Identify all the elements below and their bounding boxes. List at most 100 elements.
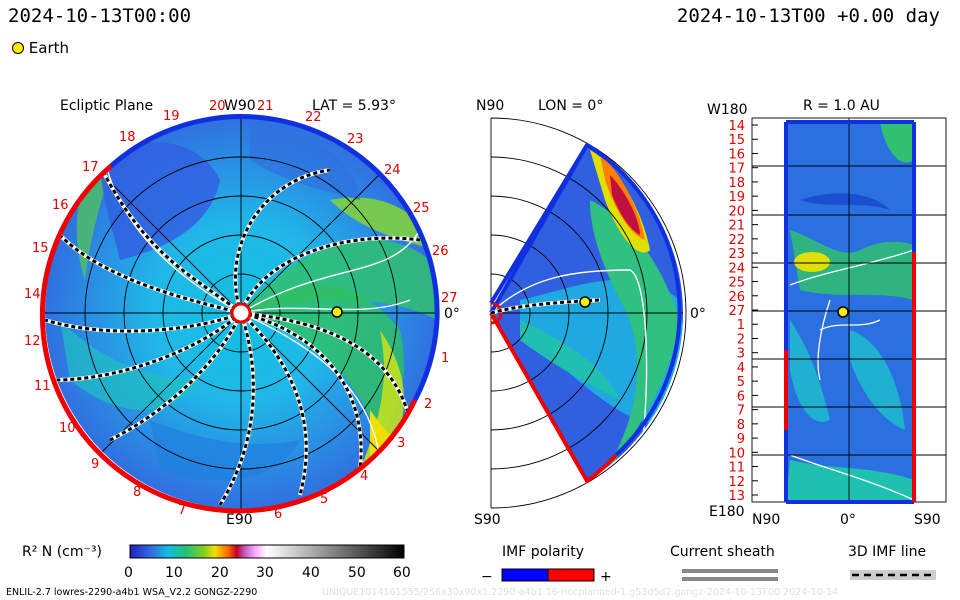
meridional-lon: LON = 0° bbox=[538, 98, 603, 114]
carrington-label: 27 bbox=[441, 291, 458, 306]
meridional-plane-plot bbox=[489, 117, 687, 509]
sphere-row-label: 2 bbox=[737, 332, 745, 347]
ecliptic-w90: W90 bbox=[224, 98, 256, 114]
carrington-label: 26 bbox=[432, 244, 449, 259]
carrington-label: 2 bbox=[424, 397, 432, 412]
sphere-row-label: 22 bbox=[728, 233, 745, 248]
sphere-row-labels: 1415161718192021222324252627123456789101… bbox=[728, 119, 758, 504]
colorbar-tick: 50 bbox=[348, 565, 366, 581]
sphere-row-label: 25 bbox=[728, 276, 745, 291]
ecliptic-carrington-labels: 14 15 16 17 18 19 20 21 22 23 24 25 26 2… bbox=[24, 99, 458, 522]
meridional-s90: S90 bbox=[474, 512, 501, 528]
imf-negative-swatch bbox=[501, 568, 549, 582]
colorbar-tick: 40 bbox=[302, 565, 320, 581]
carrington-label: 18 bbox=[119, 130, 136, 145]
sphere-row-label: 3 bbox=[737, 347, 745, 362]
imf-minus: − bbox=[481, 569, 493, 585]
carrington-label: 6 bbox=[274, 507, 282, 522]
sphere-xlabel-zero: 0° bbox=[840, 512, 856, 528]
imf-line-title: 3D IMF line bbox=[848, 544, 926, 560]
colorbar-tick: 30 bbox=[256, 565, 274, 581]
carrington-label: 19 bbox=[163, 109, 180, 124]
sphere-row-label: 6 bbox=[737, 389, 745, 404]
carrington-label: 7 bbox=[178, 503, 186, 518]
carrington-label: 14 bbox=[24, 287, 41, 302]
carrington-label: 4 bbox=[360, 469, 368, 484]
sphere-row-label: 19 bbox=[728, 190, 745, 205]
carrington-label: 25 bbox=[413, 201, 430, 216]
density-colorbar bbox=[129, 544, 405, 559]
sphere-row-label: 18 bbox=[728, 176, 745, 191]
carrington-label: 16 bbox=[52, 198, 69, 213]
colorbar-tick: 10 bbox=[165, 565, 183, 581]
sphere-row-label: 4 bbox=[737, 361, 745, 376]
sphere-title: R = 1.0 AU bbox=[803, 98, 880, 114]
carrington-label: 12 bbox=[24, 334, 41, 349]
carrington-label: 24 bbox=[384, 163, 401, 178]
footer-run-id: UNIQUE1014161555/256x30x90x1.2290-a4b1.1… bbox=[322, 587, 839, 598]
carrington-label: 20 bbox=[209, 99, 226, 114]
imf-plus: + bbox=[600, 569, 612, 585]
sphere-row-label: 16 bbox=[728, 147, 745, 162]
sphere-row-label: 7 bbox=[737, 404, 745, 419]
sphere-xlabel-s90: S90 bbox=[914, 512, 941, 528]
sphere-row-label: 20 bbox=[728, 204, 745, 219]
footer-model-info: ENLIL-2.7 lowres-2290-a4b1 WSA_V2.2 GONG… bbox=[6, 587, 258, 598]
carrington-label: 23 bbox=[347, 132, 364, 147]
current-sheath-line-icon bbox=[682, 569, 778, 573]
meridional-zero: 0° bbox=[690, 306, 706, 322]
sphere-row-label: 12 bbox=[728, 475, 745, 490]
datetime-offset: 2024-10-13T00 +0.00 day bbox=[676, 5, 940, 27]
sphere-e180: E180 bbox=[709, 504, 745, 520]
colorbar-ticks: 0 10 20 30 40 50 60 bbox=[124, 565, 411, 581]
carrington-label: 1 bbox=[441, 351, 449, 366]
carrington-label: 5 bbox=[320, 492, 328, 507]
sphere-row-label: 9 bbox=[737, 432, 745, 447]
ecliptic-e90: E90 bbox=[226, 512, 253, 528]
carrington-label: 9 bbox=[91, 457, 99, 472]
sphere-row-label: 14 bbox=[728, 119, 745, 134]
earth-marker-icon bbox=[579, 296, 591, 308]
meridional-n90: N90 bbox=[476, 98, 504, 114]
earth-marker-icon bbox=[331, 306, 343, 318]
colorbar-tick: 60 bbox=[393, 565, 411, 581]
ecliptic-lat: LAT = 5.93° bbox=[312, 98, 396, 114]
earth-legend-label: Earth bbox=[28, 39, 70, 57]
sphere-row-label: 11 bbox=[728, 461, 745, 476]
sun-marker-icon bbox=[230, 302, 252, 324]
sphere-row-label: 13 bbox=[728, 489, 745, 504]
sphere-map-plot bbox=[751, 117, 947, 504]
imf-polarity-title: IMF polarity bbox=[502, 544, 584, 560]
carrington-label: 17 bbox=[82, 160, 99, 175]
carrington-label: 3 bbox=[397, 436, 405, 451]
sphere-row-label: 5 bbox=[737, 375, 745, 390]
imf-positive-swatch bbox=[547, 568, 595, 582]
carrington-label: 21 bbox=[257, 99, 274, 114]
colorbar-tick: 20 bbox=[211, 565, 229, 581]
carrington-label: 10 bbox=[59, 421, 76, 436]
sphere-row-label: 26 bbox=[728, 290, 745, 305]
carrington-label: 8 bbox=[133, 485, 141, 500]
earth-legend: Earth bbox=[12, 39, 69, 57]
carrington-label: 15 bbox=[32, 241, 49, 256]
current-sheath-title: Current sheath bbox=[670, 544, 775, 560]
sphere-row-label: 21 bbox=[728, 219, 745, 234]
sphere-row-label: 27 bbox=[728, 304, 745, 319]
carrington-label: 22 bbox=[305, 110, 322, 125]
sphere-row-label: 23 bbox=[728, 247, 745, 262]
ecliptic-plane-plot bbox=[39, 114, 440, 514]
earth-marker-icon bbox=[837, 306, 849, 318]
earth-marker-icon bbox=[12, 42, 24, 54]
current-sheath-line-icon bbox=[682, 577, 778, 581]
ecliptic-zero: 0° bbox=[444, 306, 460, 322]
sphere-row-label: 10 bbox=[728, 446, 745, 461]
sphere-row-label: 15 bbox=[728, 133, 745, 148]
colorbar-tick: 0 bbox=[124, 565, 133, 581]
carrington-label: 11 bbox=[34, 379, 51, 394]
colorbar-label: R² N (cm⁻³) bbox=[22, 544, 102, 560]
sphere-w180: W180 bbox=[707, 102, 748, 118]
ecliptic-title: Ecliptic Plane bbox=[60, 98, 153, 114]
sphere-xlabel-n90: N90 bbox=[752, 512, 780, 528]
sphere-row-label: 24 bbox=[728, 261, 745, 276]
